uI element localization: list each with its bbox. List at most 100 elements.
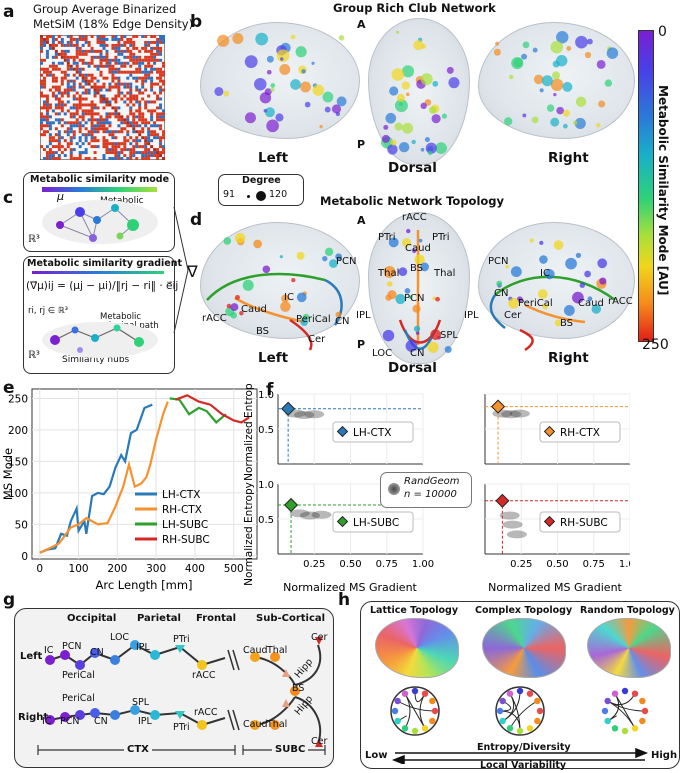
matrix-cell — [159, 145, 163, 149]
chart-f-legend-label: LH-SUBC — [353, 517, 399, 529]
matrix-cell — [156, 94, 160, 98]
matrix-cell — [150, 112, 154, 116]
rich-club-node — [280, 57, 284, 61]
rich-club-node — [276, 49, 290, 63]
matrix-cell — [156, 40, 160, 44]
matrix-cell — [96, 40, 100, 44]
matrix-cell — [105, 88, 109, 92]
matrix-cell — [114, 154, 118, 158]
matrix-cell — [117, 37, 121, 41]
matrix-cell — [105, 100, 109, 104]
matrix-cell — [141, 82, 145, 86]
matrix-cell — [141, 35, 145, 38]
matrix-cell — [141, 79, 145, 83]
matrix-cell — [162, 112, 165, 116]
d-dorsal-label-thal-l: Thal — [378, 268, 400, 279]
rich-club-node — [575, 96, 587, 108]
matrix-cell — [42, 157, 46, 160]
matrix-cell — [40, 145, 43, 149]
matrix-cell — [108, 142, 112, 146]
matrix-cell — [81, 103, 85, 107]
matrix-cell — [72, 157, 76, 160]
matrix-cell — [66, 61, 70, 65]
matrix-cell — [93, 151, 97, 155]
chart-e-legend-label: RH-CTX — [162, 504, 202, 516]
matrix-cell — [99, 124, 103, 128]
matrix-cell — [63, 43, 67, 47]
matrix-cell — [105, 43, 109, 47]
rich-club-node — [555, 55, 568, 67]
chart-e-series-lh-subc — [169, 397, 227, 424]
h-ring-outline — [495, 686, 545, 736]
matrix-cell — [54, 133, 58, 137]
randgeom-annotation: RandGeom n = 10000 — [404, 476, 460, 500]
matrix-cell — [156, 154, 160, 158]
matrix-cell — [72, 43, 76, 47]
chart-e-series-rh-ctx — [39, 401, 169, 554]
matrix-cell — [45, 115, 49, 119]
matrix-cell — [159, 73, 163, 77]
matrix-cell — [48, 35, 52, 38]
matrix-cell — [66, 67, 70, 71]
matrix-cell — [132, 127, 136, 131]
matrix-cell — [162, 118, 165, 122]
matrix-cell — [138, 133, 142, 137]
matrix-cell — [69, 130, 73, 134]
matrix-cell — [63, 91, 67, 95]
matrix-cell — [40, 58, 43, 62]
h-ring-outline — [390, 686, 440, 736]
matrix-cell — [54, 52, 58, 56]
matrix-cell — [57, 154, 61, 158]
matrix-cell — [90, 133, 94, 137]
chart-f-ylabel-top-text: Normalized Entropy — [243, 384, 255, 481]
metsim-matrix — [40, 35, 165, 160]
chart-f-ylabel-bottom: Normalized Entropy — [243, 482, 255, 586]
matrix-cell — [156, 157, 160, 160]
matrix-cell — [117, 40, 121, 44]
matrix-cell — [162, 130, 165, 134]
matrix-cell — [84, 139, 88, 143]
topology-node — [539, 255, 548, 264]
rich-club-node — [606, 47, 619, 59]
matrix-cell — [126, 49, 130, 53]
matrix-cell — [108, 157, 112, 160]
rich-club-node — [395, 30, 400, 34]
matrix-cell — [66, 88, 70, 92]
matrix-cell — [132, 130, 136, 134]
matrix-cell — [159, 124, 163, 128]
matrix-cell — [72, 94, 76, 98]
topology-node — [262, 265, 271, 274]
matrix-cell — [129, 64, 133, 68]
matrix-cell — [78, 130, 82, 134]
matrix-cell — [147, 136, 151, 140]
chart-f-xtick: 0.75 — [376, 559, 398, 570]
h-ring-node — [401, 725, 409, 732]
matrix-cell — [60, 118, 64, 122]
matrix-cell — [108, 133, 112, 137]
matrix-cell — [105, 127, 109, 131]
colorbar-top-label: 0 — [658, 24, 667, 40]
chart-f-ytick: 0.5 — [258, 425, 274, 436]
matrix-cell — [45, 55, 49, 59]
chart-e: 0 100 200 300 400 500 0 50 100 150 200 250 LH-CTX RH… — [1, 388, 258, 592]
matrix-cell — [78, 127, 82, 131]
matrix-cell — [51, 43, 55, 47]
rich-club-node — [405, 92, 410, 97]
matrix-cell — [93, 145, 97, 149]
matrix-cell — [111, 37, 115, 41]
matrix-cell — [81, 142, 85, 146]
nabla-symbol: ∇ — [187, 262, 198, 281]
rich-club-node — [259, 92, 272, 104]
matrix-cell — [66, 55, 70, 59]
matrix-cell — [57, 85, 61, 89]
matrix-cell — [159, 35, 163, 38]
chart-f-marker — [490, 399, 506, 414]
rich-club-node — [598, 100, 606, 108]
d-dorsal-label-ipl-l: IPL — [356, 310, 371, 321]
matrix-cell — [138, 100, 142, 104]
matrix-cell — [90, 55, 94, 59]
topology-node — [542, 303, 549, 310]
matrix-cell — [129, 85, 133, 89]
matrix-cell — [40, 124, 43, 128]
matrix-cell — [48, 151, 52, 155]
